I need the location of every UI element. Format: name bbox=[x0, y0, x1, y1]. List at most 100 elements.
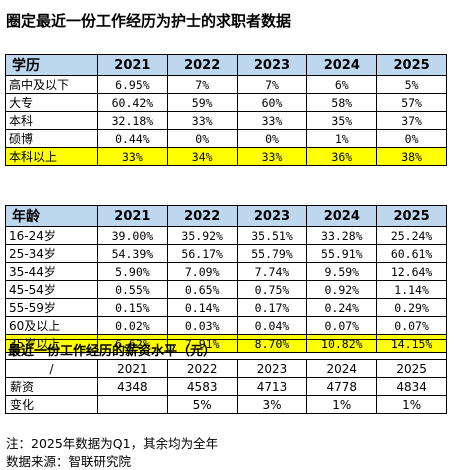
page-title: 圈定最近一份工作经历为护士的求职者数据 bbox=[6, 12, 292, 30]
table-cell: 1% bbox=[306, 129, 378, 148]
table-cell: 0.03% bbox=[166, 316, 238, 335]
footnote: 注：2025年数据为Q1，其余均为全年 bbox=[6, 436, 219, 451]
table-cell: 3% bbox=[236, 395, 308, 414]
table-cell: 0.04% bbox=[236, 316, 308, 335]
table-cell: 0.55% bbox=[97, 280, 168, 299]
table-row: 薪资 4348 4583 4713 4778 4834 bbox=[5, 377, 447, 396]
header-cell: 年龄 bbox=[5, 205, 98, 227]
header-cell: 2024 bbox=[306, 205, 378, 227]
table-cell: 0.07% bbox=[376, 316, 447, 335]
table-cell: 0.65% bbox=[166, 280, 238, 299]
salary-title: 最近一份工作经历的薪资水平（元） bbox=[5, 339, 447, 360]
table-row: 55-59岁 0.15% 0.14% 0.17% 0.24% 0.29% bbox=[5, 298, 447, 317]
row-label: 高中及以下 bbox=[5, 75, 98, 94]
table-cell: 33% bbox=[166, 111, 238, 130]
table-cell: 0.14% bbox=[166, 298, 238, 317]
age-header-row: 年龄 2021 2022 2023 2024 2025 bbox=[5, 205, 447, 227]
table-cell: 0.07% bbox=[306, 316, 378, 335]
table-cell: 55.91% bbox=[306, 244, 378, 263]
table-cell: 4713 bbox=[236, 377, 308, 396]
header-cell: 2025 bbox=[376, 205, 447, 227]
header-cell: 2025 bbox=[376, 359, 447, 378]
table-cell: 1% bbox=[306, 395, 378, 414]
table-cell: 12.64% bbox=[376, 262, 447, 281]
table-cell: 0.75% bbox=[236, 280, 308, 299]
header-cell: 2023 bbox=[236, 359, 308, 378]
row-label: 60及以上 bbox=[5, 316, 98, 335]
header-cell: 2022 bbox=[166, 359, 238, 378]
table-cell: 57% bbox=[376, 93, 447, 112]
age-table: 年龄 2021 2022 2023 2024 2025 16-24岁 39.00… bbox=[5, 205, 447, 353]
table-row: 变化 5% 3% 1% 1% bbox=[5, 395, 447, 414]
table-cell: 6.95% bbox=[97, 75, 168, 94]
row-label: 55-59岁 bbox=[5, 298, 98, 317]
table-cell: 60% bbox=[236, 93, 308, 112]
table-cell: 9.59% bbox=[306, 262, 378, 281]
education-table: 学历 2021 2022 2023 2024 2025 高中及以下 6.95% … bbox=[5, 54, 447, 166]
table-cell: 58% bbox=[306, 93, 378, 112]
table-cell: 4834 bbox=[376, 377, 447, 396]
table-cell: 7.74% bbox=[236, 262, 308, 281]
row-label: 45-54岁 bbox=[5, 280, 98, 299]
table-cell: 7% bbox=[166, 75, 238, 94]
table-cell: 35% bbox=[306, 111, 378, 130]
data-source: 数据来源：智联研究院 bbox=[6, 454, 132, 469]
table-row: 大专 60.42% 59% 60% 58% 57% bbox=[5, 93, 447, 112]
table-cell: 0.17% bbox=[236, 298, 308, 317]
table-cell: 25.24% bbox=[376, 226, 447, 245]
table-cell: 59% bbox=[166, 93, 238, 112]
header-cell: 2021 bbox=[97, 205, 168, 227]
table-row: 45-54岁 0.55% 0.65% 0.75% 0.92% 1.14% bbox=[5, 280, 447, 299]
table-cell: 60.61% bbox=[376, 244, 447, 263]
table-row: 35-44岁 5.90% 7.09% 7.74% 9.59% 12.64% bbox=[5, 262, 447, 281]
table-cell: 0.92% bbox=[306, 280, 378, 299]
table-cell: 39.00% bbox=[97, 226, 168, 245]
highlight-row: 本科以上 33% 34% 33% 36% 38% bbox=[5, 147, 447, 166]
table-cell: 0.44% bbox=[97, 129, 168, 148]
table-row: 60及以上 0.02% 0.03% 0.04% 0.07% 0.07% bbox=[5, 316, 447, 335]
table-cell: 0% bbox=[166, 129, 238, 148]
salary-table: 最近一份工作经历的薪资水平（元） / 2021 2022 2023 2024 2… bbox=[5, 339, 447, 414]
table-row: 硕博 0.44% 0% 0% 1% 0% bbox=[5, 129, 447, 148]
table-cell: 1% bbox=[376, 395, 447, 414]
row-label: 薪资 bbox=[5, 377, 98, 396]
salary-title-row: 最近一份工作经历的薪资水平（元） bbox=[5, 339, 447, 360]
table-cell: 37% bbox=[376, 111, 447, 130]
table-cell: 60.42% bbox=[97, 93, 168, 112]
header-cell: 2021 bbox=[97, 54, 168, 76]
row-label: 本科 bbox=[5, 111, 98, 130]
row-label: 变化 bbox=[5, 395, 98, 414]
row-label: 大专 bbox=[5, 93, 98, 112]
table-cell: 32.18% bbox=[97, 111, 168, 130]
table-cell: 0% bbox=[236, 129, 308, 148]
table-cell: 55.79% bbox=[236, 244, 308, 263]
table-cell: 4348 bbox=[97, 377, 168, 396]
header-cell: 2023 bbox=[236, 54, 308, 76]
table-cell: 7.09% bbox=[166, 262, 238, 281]
table-cell: 35.51% bbox=[236, 226, 308, 245]
header-cell: 2024 bbox=[306, 359, 378, 378]
table-cell: 5% bbox=[376, 75, 447, 94]
table-cell: 6% bbox=[306, 75, 378, 94]
table-cell: 4778 bbox=[306, 377, 378, 396]
table-cell: 56.17% bbox=[166, 244, 238, 263]
table-cell: 38% bbox=[376, 147, 447, 166]
table-cell: 5.90% bbox=[97, 262, 168, 281]
table-row: 高中及以下 6.95% 7% 7% 6% 5% bbox=[5, 75, 447, 94]
header-cell: 学历 bbox=[5, 54, 98, 76]
header-cell: / bbox=[5, 359, 98, 378]
table-cell: 0% bbox=[376, 129, 447, 148]
table-row: 16-24岁 39.00% 35.92% 35.51% 33.28% 25.24… bbox=[5, 226, 447, 245]
header-cell: 2025 bbox=[376, 54, 447, 76]
table-cell: 4583 bbox=[166, 377, 238, 396]
row-label: 硕博 bbox=[5, 129, 98, 148]
table-cell: 1.14% bbox=[376, 280, 447, 299]
table-cell: 54.39% bbox=[97, 244, 168, 263]
table-cell: 33.28% bbox=[306, 226, 378, 245]
header-cell: 2023 bbox=[236, 205, 308, 227]
table-cell: 36% bbox=[306, 147, 378, 166]
table-cell: 5% bbox=[166, 395, 238, 414]
table-cell: 0.02% bbox=[97, 316, 168, 335]
table-cell: 7% bbox=[236, 75, 308, 94]
table-cell: 34% bbox=[166, 147, 238, 166]
